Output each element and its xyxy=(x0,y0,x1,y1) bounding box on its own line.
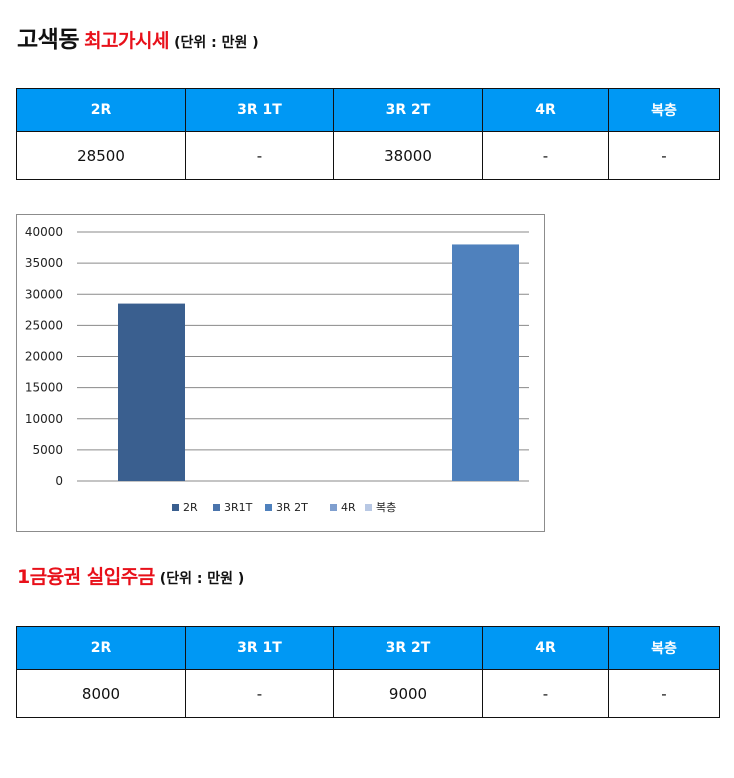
y-tick-label: 25000 xyxy=(25,318,63,332)
y-tick-label: 40000 xyxy=(25,225,63,239)
legend-label: 복층 xyxy=(376,501,396,514)
table-cell: - xyxy=(608,131,720,180)
table-row: 8000 - 9000 - - xyxy=(16,669,720,718)
y-tick-label: 20000 xyxy=(25,350,63,364)
price-bar-chart: 0 5000 10000 15000 20000 25000 30000 35000 40000… xyxy=(16,214,545,532)
section-title: 1금융권 실입주금 xyxy=(17,566,155,588)
table-cell: - xyxy=(185,669,334,718)
column-header: 3R 2T xyxy=(333,626,483,670)
area-name: 고색동 xyxy=(17,27,79,53)
column-header: 복층 xyxy=(608,88,720,132)
legend-swatch xyxy=(213,504,220,511)
y-tick-label: 0 xyxy=(55,474,63,488)
y-tick-label: 30000 xyxy=(25,287,63,301)
bar xyxy=(452,244,519,481)
table-cell: 28500 xyxy=(16,131,186,180)
column-header: 4R xyxy=(482,626,609,670)
y-tick-label: 15000 xyxy=(25,381,63,395)
table-cell: - xyxy=(482,131,609,180)
table-cell: - xyxy=(185,131,334,180)
legend-swatch xyxy=(330,504,337,511)
table-cell: - xyxy=(482,669,609,718)
legend-swatch xyxy=(365,504,372,511)
column-header: 2R xyxy=(16,626,186,670)
table-cell: 38000 xyxy=(333,131,483,180)
table-cell: - xyxy=(608,669,720,718)
bar xyxy=(118,303,185,481)
y-tick-label: 10000 xyxy=(25,412,63,426)
column-header: 3R 1T xyxy=(185,88,334,132)
price-table: 2R 3R 1T 3R 2T 4R 복층 28500 - 38000 - - xyxy=(16,88,720,180)
table-cell: 8000 xyxy=(16,669,186,718)
column-header: 3R 1T xyxy=(185,626,334,670)
section-heading-market-price: 고색동 최고가시세 (단위 : 만원 ) xyxy=(17,20,259,54)
legend-label: 3R1T xyxy=(224,501,253,514)
column-header: 3R 2T xyxy=(333,88,483,132)
legend-swatch xyxy=(172,504,179,511)
legend-label: 4R xyxy=(341,501,356,514)
column-header: 2R xyxy=(16,88,186,132)
table-header-row: 2R 3R 1T 3R 2T 4R 복층 xyxy=(16,88,720,132)
legend-label: 2R xyxy=(183,501,198,514)
y-tick-label: 35000 xyxy=(25,256,63,270)
column-header: 복층 xyxy=(608,626,720,670)
chart-svg: 0 5000 10000 15000 20000 25000 30000 35000 40000… xyxy=(25,225,529,514)
table-header-row: 2R 3R 1T 3R 2T 4R 복층 xyxy=(16,626,720,670)
legend-swatch xyxy=(265,504,272,511)
section-title: 최고가시세 xyxy=(84,30,169,52)
column-header: 4R xyxy=(482,88,609,132)
legend-label: 3R 2T xyxy=(276,501,308,514)
section-heading-move-in-cost: 1금융권 실입주금 (단위 : 만원 ) xyxy=(17,562,244,589)
table-cell: 9000 xyxy=(333,669,483,718)
unit-note: (단위 : 만원 ) xyxy=(174,35,259,51)
table-row: 28500 - 38000 - - xyxy=(16,131,720,180)
y-tick-label: 5000 xyxy=(32,443,63,457)
unit-note: (단위 : 만원 ) xyxy=(159,571,245,587)
move-in-table: 2R 3R 1T 3R 2T 4R 복층 8000 - 9000 - - xyxy=(16,626,720,718)
